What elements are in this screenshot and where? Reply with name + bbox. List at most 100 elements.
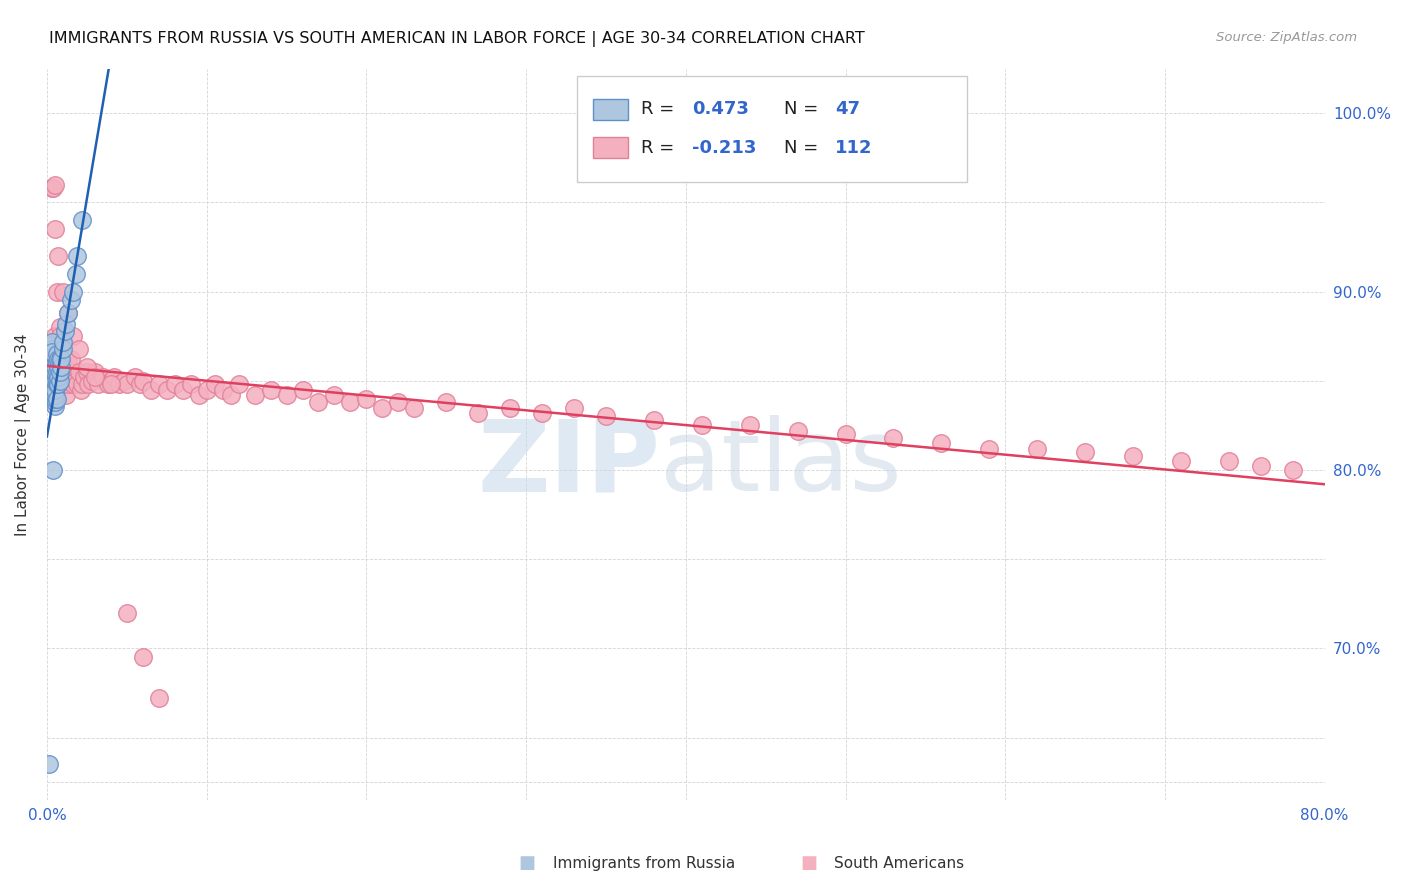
Text: 0.473: 0.473: [692, 101, 749, 119]
Point: [41, 365, 63, 379]
Point: [323, 388, 346, 402]
Point: [45, 377, 67, 392]
Point: [48, 329, 70, 343]
Point: [139, 383, 162, 397]
Point: [156, 383, 179, 397]
Point: [243, 388, 266, 402]
Point: [51, 338, 73, 352]
Point: [58, 374, 80, 388]
Point: [41, 334, 63, 349]
Point: [148, 377, 170, 392]
Point: [1122, 449, 1144, 463]
Point: [62, 285, 84, 299]
Point: [44, 222, 66, 236]
Point: [53, 324, 76, 338]
Point: [65, 267, 87, 281]
Point: [339, 395, 361, 409]
Point: [52, 285, 75, 299]
Point: [48, 365, 70, 379]
Point: [1250, 459, 1272, 474]
Point: [42, 370, 65, 384]
Text: 47: 47: [835, 101, 860, 119]
Point: [62, 329, 84, 343]
Text: atlas: atlas: [661, 415, 901, 512]
Point: [46, 352, 69, 367]
Point: [45, 356, 67, 370]
Text: -0.213: -0.213: [692, 138, 756, 156]
Point: [112, 374, 135, 388]
Point: [91, 370, 114, 384]
Point: [70, 377, 93, 392]
Point: [45, 365, 67, 379]
Point: [595, 409, 617, 424]
Point: [56, 306, 79, 320]
Point: [100, 374, 122, 388]
Text: N =: N =: [785, 138, 824, 156]
Point: [276, 388, 298, 402]
Point: [44, 395, 66, 409]
Text: Immigrants from Russia: Immigrants from Russia: [553, 856, 735, 871]
Point: [132, 650, 155, 665]
Point: [979, 442, 1001, 456]
Point: [59, 293, 82, 308]
Point: [80, 374, 103, 388]
Text: R =: R =: [641, 138, 681, 156]
Text: South Americans: South Americans: [834, 856, 965, 871]
Point: [259, 383, 281, 397]
Point: [115, 377, 138, 392]
Point: [148, 691, 170, 706]
Point: [69, 383, 91, 397]
Point: [76, 359, 98, 374]
Point: [738, 418, 761, 433]
Point: [132, 374, 155, 388]
Point: [172, 383, 194, 397]
Point: [39, 363, 62, 377]
Point: [56, 377, 79, 392]
Text: ■: ■: [519, 855, 536, 872]
Text: 112: 112: [835, 138, 873, 156]
Text: Source: ZipAtlas.com: Source: ZipAtlas.com: [1216, 31, 1357, 45]
Point: [51, 352, 73, 367]
Point: [531, 406, 554, 420]
Point: [45, 352, 67, 367]
Point: [108, 377, 131, 392]
FancyBboxPatch shape: [592, 137, 628, 158]
Point: [42, 359, 65, 374]
Point: [76, 365, 98, 379]
Point: [46, 352, 69, 367]
Point: [59, 352, 82, 367]
Point: [83, 370, 105, 384]
Y-axis label: In Labor Force | Age 30-34: In Labor Force | Age 30-34: [15, 333, 31, 535]
Point: [52, 377, 75, 392]
Point: [52, 342, 75, 356]
Point: [1026, 442, 1049, 456]
Point: [45, 374, 67, 388]
Point: [115, 606, 138, 620]
Point: [73, 370, 96, 384]
Point: [204, 377, 226, 392]
Point: [467, 406, 489, 420]
Point: [45, 347, 67, 361]
Point: [67, 342, 90, 356]
Point: [63, 370, 86, 384]
Point: [228, 377, 250, 392]
Point: [643, 413, 665, 427]
Point: [87, 377, 110, 392]
Point: [65, 374, 87, 388]
Point: [45, 392, 67, 406]
Point: [1281, 463, 1303, 477]
Point: [46, 377, 69, 392]
Point: [48, 320, 70, 334]
Point: [56, 352, 79, 367]
Point: [219, 388, 242, 402]
Point: [39, 352, 62, 367]
Point: [834, 427, 856, 442]
Point: [308, 395, 330, 409]
Point: [100, 377, 122, 392]
Point: [195, 383, 218, 397]
Point: [46, 249, 69, 263]
Point: [103, 370, 125, 384]
Point: [434, 395, 457, 409]
Point: [42, 392, 65, 406]
Point: [291, 383, 314, 397]
